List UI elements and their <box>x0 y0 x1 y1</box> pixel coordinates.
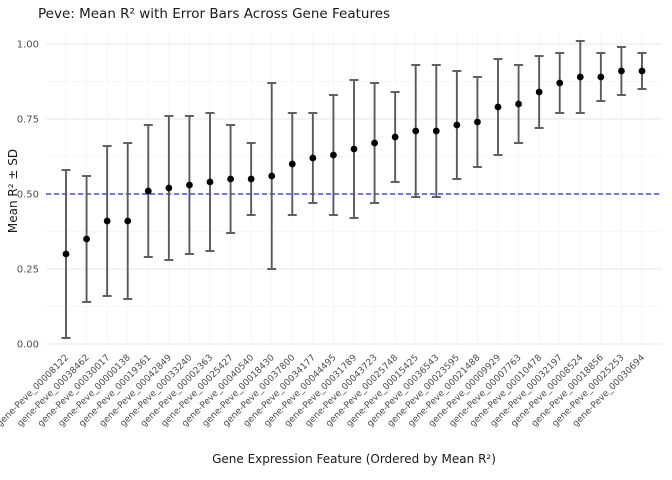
mean-point <box>556 79 564 87</box>
y-tick-label: 1.00 <box>17 40 39 51</box>
mean-point <box>576 73 584 81</box>
mean-point <box>330 151 337 159</box>
y-axis-title: Mean R² ± SD <box>6 148 20 234</box>
mean-point <box>103 217 111 225</box>
y-tick-label: 0.75 <box>17 115 39 126</box>
x-axis-title: Gene Expression Feature (Ordered by Mean… <box>212 452 496 466</box>
mean-point <box>515 100 522 108</box>
mean-point <box>597 73 605 81</box>
mean-point <box>247 175 255 183</box>
mean-point <box>371 139 378 147</box>
mean-point <box>144 187 152 195</box>
mean-point <box>309 154 317 162</box>
mean-point <box>535 88 543 96</box>
mean-point <box>288 160 296 168</box>
mean-point <box>391 133 399 141</box>
mean-point <box>206 178 214 186</box>
mean-point <box>638 67 646 75</box>
mean-point <box>83 235 90 243</box>
mean-point <box>124 217 132 225</box>
mean-point <box>227 175 234 183</box>
mean-point <box>186 181 193 189</box>
mean-point <box>494 103 502 111</box>
mean-point <box>350 145 358 153</box>
chart-title: Peve: Mean R² with Error Bars Across Gen… <box>38 6 391 22</box>
y-tick-label: 0.00 <box>17 340 39 351</box>
mean-point <box>165 184 173 192</box>
mean-point <box>474 118 481 126</box>
mean-point <box>432 127 440 135</box>
mean-point <box>268 172 276 180</box>
y-tick-label: 0.25 <box>17 265 39 276</box>
y-tick-label: 0.50 <box>17 190 39 201</box>
mean-point <box>412 127 420 135</box>
mean-point <box>618 67 625 75</box>
mean-point <box>62 250 70 258</box>
mean-point <box>453 121 461 129</box>
